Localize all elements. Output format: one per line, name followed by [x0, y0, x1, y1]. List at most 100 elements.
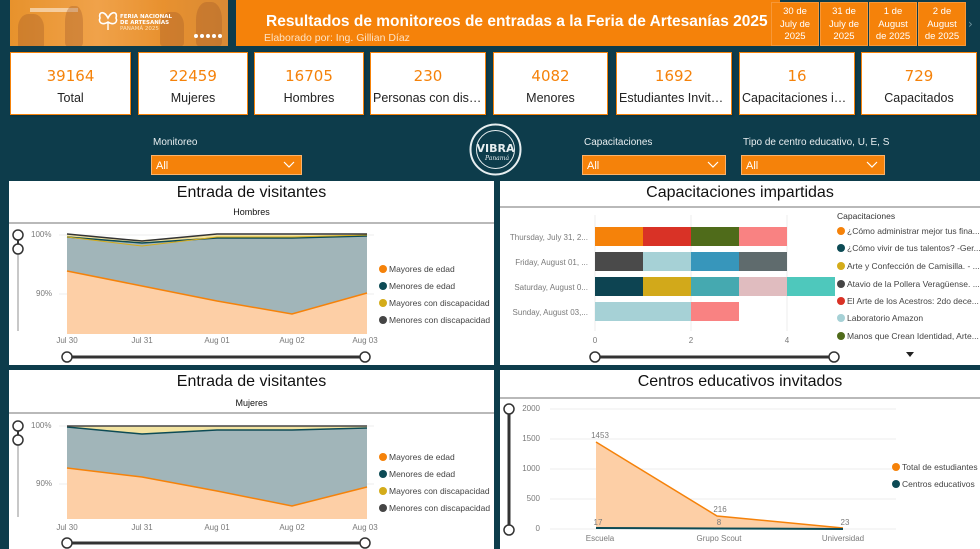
chart-panel-centros: Centros educativos invitados 2000 1500 1… — [500, 370, 980, 549]
monitoreo-dropdown[interactable]: All — [151, 155, 302, 175]
legend-mayores-discapacidad[interactable]: Mayores con discapacidad — [379, 486, 490, 496]
legend-total-estudiantes[interactable]: Total de estudiantes — [892, 462, 978, 472]
legend-item[interactable]: Manos que Crean Identidad, Arte... — [837, 331, 979, 341]
svg-text:Aug 01: Aug 01 — [204, 336, 230, 345]
kpi-card-capacitados: 729 Capacitados — [861, 52, 977, 115]
date-line: de 2025 — [924, 31, 960, 42]
svg-text:Aug 02: Aug 02 — [279, 336, 305, 345]
date-button-aug-1[interactable]: 1 de August de 2025 — [869, 2, 917, 46]
slicer-label-tipo-centro: Tipo de centro educativo, U, E, S — [743, 137, 890, 148]
legend-centros-educativos[interactable]: Centros educativos — [892, 479, 975, 489]
chart-panel-hombres: Entrada de visitantes Hombres 100% 90% J… — [9, 181, 494, 365]
date-line: 1 de — [883, 6, 903, 17]
kpi-value: 22459 — [169, 67, 217, 85]
kpi-card-mujeres: 22459 Mujeres — [138, 52, 248, 115]
legend-label: Manos que Crean Identidad, Arte... — [847, 331, 979, 341]
y-axis-range-slider[interactable] — [9, 229, 27, 329]
x-axis-range-slider[interactable] — [61, 351, 371, 363]
svg-text:0: 0 — [593, 336, 598, 345]
legend-dot-icon — [379, 470, 387, 478]
legend-label: Arte y Confección de Camisilla. - ... — [847, 261, 980, 271]
chart-subtitle: Hombres — [233, 207, 270, 217]
kpi-card-hombres: 16705 Hombres — [254, 52, 364, 115]
svg-text:Saturday, August 0...: Saturday, August 0... — [514, 283, 588, 292]
chevron-down-icon — [707, 161, 719, 168]
legend-item[interactable]: Arte y Confección de Camisilla. - ... — [837, 261, 980, 271]
legend-dot-icon — [379, 265, 387, 273]
divider — [500, 397, 980, 399]
kpi-value: 1692 — [654, 67, 694, 85]
area-chart-mujeres: 100% 90% Jul 30 Jul 31 Aug 01 Aug 02 Aug… — [12, 420, 378, 549]
svg-text:Jul 31: Jul 31 — [131, 523, 153, 532]
kpi-card-total: 39164 Total — [10, 52, 131, 115]
report-title: Resultados de monitoreos de entradas a l… — [266, 13, 768, 30]
kpi-card-capacitaciones: 16 Capacitaciones imp... — [739, 52, 855, 115]
kpi-label: Hombres — [283, 91, 335, 105]
kpi-card-menores: 4082 Menores — [493, 52, 608, 115]
legend-mayores[interactable]: Mayores de edad — [379, 264, 455, 274]
legend-item[interactable]: ¿Cómo administrar mejor tus fina... — [837, 226, 980, 236]
date-line: July de — [828, 18, 860, 30]
date-line: 2025 — [784, 31, 806, 42]
svg-text:100%: 100% — [31, 230, 51, 239]
tipo-centro-dropdown[interactable]: All — [741, 155, 885, 175]
legend-dot-icon — [892, 480, 900, 488]
legend-item[interactable]: El Arte de los Acestros: 2do dece... — [837, 296, 979, 306]
legend-label: Mayores con discapacidad — [389, 486, 490, 496]
government-logo — [30, 8, 78, 12]
legend-label: Menores con discapacidad — [389, 503, 491, 513]
report-subtitle: Elaborado por: Ing. Gillian Díaz — [264, 32, 410, 44]
divider — [9, 222, 494, 224]
y-axis-range-slider[interactable] — [9, 420, 27, 520]
kpi-value: 729 — [904, 67, 934, 85]
kpi-value: 230 — [413, 67, 443, 85]
legend-menores-discapacidad[interactable]: Menores con discapacidad — [379, 315, 490, 325]
date-button-jul-31[interactable]: 31 de July de 2025 — [820, 2, 868, 46]
date-line: 2 de — [932, 6, 952, 17]
legend-dot-icon — [837, 262, 845, 270]
chevron-down-icon — [283, 161, 295, 168]
legend-item[interactable]: Atavio de la Pollera Veragüense. ... — [837, 279, 980, 289]
logo-text: VIBRA — [477, 142, 515, 155]
svg-text:8: 8 — [717, 518, 722, 527]
svg-text:1500: 1500 — [522, 434, 540, 443]
legend-label: Centros educativos — [902, 479, 975, 489]
legend-label: Mayores de edad — [389, 452, 455, 462]
svg-text:17: 17 — [594, 518, 603, 527]
x-axis-range-slider[interactable] — [590, 351, 840, 363]
legend-label: ¿Cómo administrar mejor tus fina... — [847, 226, 980, 236]
legend-label: Menores de edad — [389, 469, 456, 479]
legend-item[interactable]: ¿Cómo vivir de tus talentos? -Ger... — [837, 243, 980, 253]
svg-text:1453: 1453 — [591, 431, 609, 440]
x-axis-range-slider[interactable] — [61, 537, 371, 549]
legend-dot-icon — [837, 227, 845, 235]
legend-label: Mayores de edad — [389, 264, 455, 274]
date-button-aug-2[interactable]: 2 de August de 2025 — [918, 2, 966, 46]
date-button-jul-30[interactable]: 30 de July de 2025 — [771, 2, 819, 46]
y-axis-range-slider[interactable] — [500, 403, 518, 535]
kpi-value: 16705 — [285, 67, 333, 85]
legend-label: Menores con discapacidad — [389, 315, 491, 325]
legend-menores-discapacidad[interactable]: Menores con discapacidad — [379, 503, 490, 513]
legend-dot-icon — [379, 453, 387, 461]
kpi-label: Estudiantes Invitados — [619, 91, 731, 105]
legend-item[interactable]: Laboratorio Amazon — [837, 313, 923, 323]
legend-scroll-down-icon[interactable] — [905, 351, 915, 358]
chevron-right-icon[interactable]: › — [968, 17, 973, 31]
date-line: August — [878, 18, 908, 30]
legend-menores[interactable]: Menores de edad — [379, 469, 455, 479]
svg-text:Aug 01: Aug 01 — [204, 523, 230, 532]
legend-mayores[interactable]: Mayores de edad — [379, 452, 455, 462]
capacitaciones-dropdown[interactable]: All — [582, 155, 726, 175]
legend-menores[interactable]: Menores de edad — [379, 281, 455, 291]
svg-text:2: 2 — [689, 336, 694, 345]
legend-mayores-discapacidad[interactable]: Mayores con discapacidad — [379, 298, 490, 308]
kpi-label: Mujeres — [170, 91, 216, 105]
svg-text:0: 0 — [536, 524, 541, 533]
svg-text:500: 500 — [527, 494, 541, 503]
kpi-label: Capacitados — [884, 91, 954, 105]
event-banner: FERIA NACIONAL DE ARTESANÍAS PANAMÁ 2025 — [10, 0, 228, 46]
kpi-label: Total — [57, 91, 84, 105]
legend-dot-icon — [837, 244, 845, 252]
chart-subtitle: Mujeres — [235, 398, 268, 408]
